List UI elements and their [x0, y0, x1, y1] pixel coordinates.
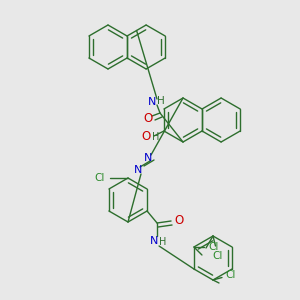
Text: N: N	[144, 153, 152, 163]
Text: Cl: Cl	[226, 270, 236, 280]
Text: N: N	[134, 165, 142, 175]
Text: H: H	[152, 132, 160, 142]
Text: N: N	[150, 236, 158, 246]
Text: N: N	[148, 97, 156, 107]
Text: Cl: Cl	[209, 242, 219, 252]
Text: H: H	[157, 96, 165, 106]
Text: O: O	[141, 130, 151, 142]
Text: Cl: Cl	[95, 173, 105, 183]
Text: O: O	[174, 214, 184, 227]
Text: H: H	[159, 237, 167, 247]
Text: O: O	[143, 112, 153, 124]
Text: Cl: Cl	[213, 251, 223, 261]
